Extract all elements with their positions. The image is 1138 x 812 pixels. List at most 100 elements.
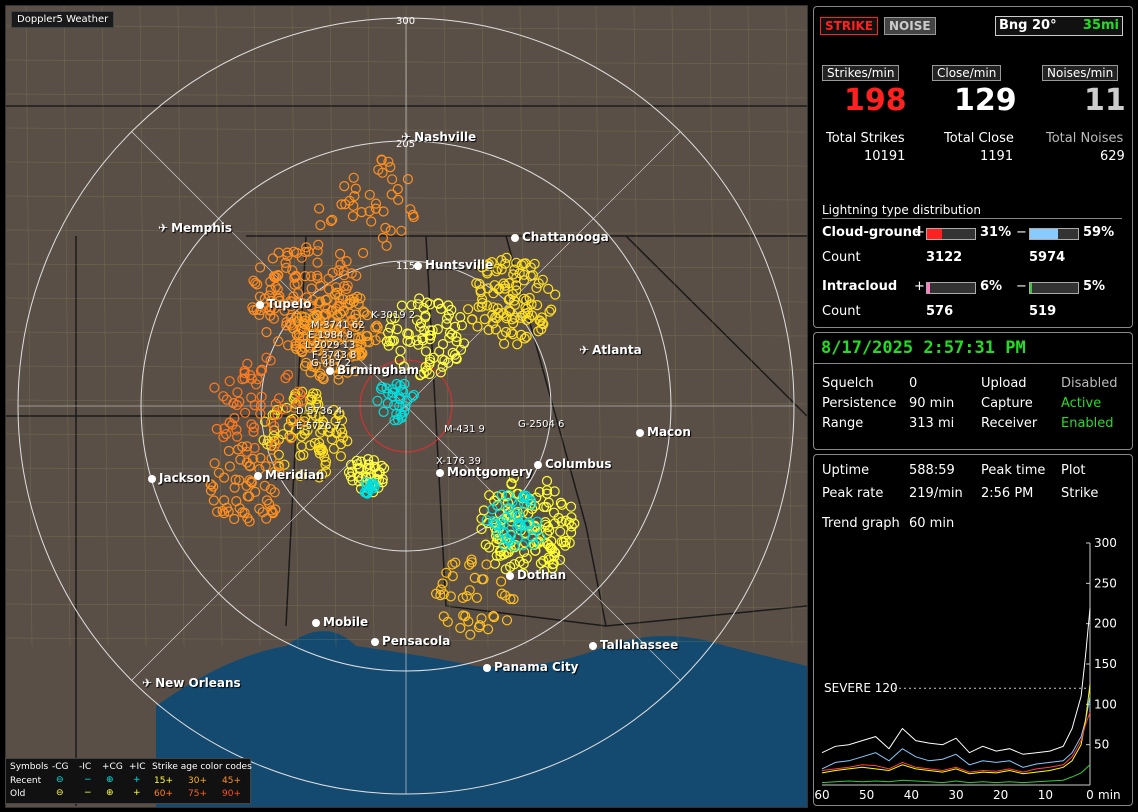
age-60: 60+ <box>154 789 173 799</box>
strike-marker <box>524 292 535 304</box>
strike-marker <box>449 349 461 360</box>
range-value[interactable]: 313 mi <box>909 416 955 431</box>
strike-marker <box>507 329 518 340</box>
strike-marker <box>389 313 400 324</box>
x-tick-label: 60 <box>814 788 829 801</box>
strike-marker <box>491 519 502 530</box>
capture-value[interactable]: Active <box>1061 396 1102 411</box>
cg-pos-bar <box>926 228 976 240</box>
strike-marker <box>370 322 381 333</box>
strike-marker <box>538 319 549 330</box>
strike-marker <box>447 570 458 582</box>
strike-marker <box>306 283 317 294</box>
strike-marker <box>518 258 529 269</box>
storm-cell-label[interactable]: M-3741 62 <box>311 320 365 331</box>
strike-marker <box>255 262 266 273</box>
strike-marker <box>437 578 448 589</box>
strike-marker <box>277 403 289 414</box>
receiver-value[interactable]: Enabled <box>1061 416 1114 431</box>
strike-marker <box>242 358 253 369</box>
squelch-value[interactable]: 0 <box>909 376 918 391</box>
storm-cell-label[interactable]: D-5736 4 <box>296 406 343 417</box>
airport-icon: ✈ <box>401 130 412 144</box>
strike-marker <box>358 247 369 259</box>
strike-marker <box>368 455 379 466</box>
strike-marker <box>256 364 267 375</box>
strike-marker <box>501 252 512 263</box>
strike-marker <box>325 215 337 227</box>
peak-rate-label: Peak rate <box>822 486 884 501</box>
lightning-map[interactable]: Doppler5 Weather 300 205 115 ✈ Nashville ✈… <box>5 5 808 808</box>
strike-marker <box>317 469 328 480</box>
strike-marker <box>518 293 529 304</box>
strike-marker <box>287 265 298 276</box>
strike-marker <box>224 376 235 387</box>
strike-marker <box>289 272 300 283</box>
noise-button[interactable]: NOISE <box>884 17 936 35</box>
strike-marker <box>272 404 283 416</box>
city-dot-icon <box>483 663 491 672</box>
storm-cell-label[interactable]: E-5726 7 <box>296 421 341 432</box>
strike-marker <box>508 472 519 483</box>
storm-cell-label[interactable]: X-176 39 <box>436 456 481 467</box>
plot-value[interactable]: Strike <box>1061 486 1099 501</box>
strike-marker <box>516 329 527 340</box>
strike-marker <box>504 305 515 316</box>
trend-graph-value[interactable]: 60 min <box>909 516 955 531</box>
city-label: Memphis <box>171 221 233 235</box>
strike-marker <box>330 289 341 300</box>
strike-marker <box>508 318 519 329</box>
strike-marker <box>547 544 558 555</box>
ic-minus-sign: − <box>1016 279 1027 294</box>
storm-cell-label[interactable]: G-2504 6 <box>518 419 565 430</box>
city-macon: Macon <box>636 425 691 439</box>
city-columbus: Columbus <box>534 457 612 471</box>
strike-marker <box>420 361 431 372</box>
city-label: Mobile <box>323 615 369 629</box>
strike-marker <box>488 318 499 329</box>
strike-button[interactable]: STRIKE <box>820 17 879 35</box>
city-mobile: Mobile <box>312 615 368 629</box>
strike-marker <box>534 486 545 498</box>
city-label: Pensacola <box>382 634 451 648</box>
strike-marker <box>376 383 387 394</box>
county-lines <box>6 6 807 647</box>
strike-marker <box>313 445 324 456</box>
strike-marker <box>439 355 450 366</box>
strike-marker <box>259 480 270 491</box>
strike-marker <box>335 439 347 450</box>
storm-cell-label[interactable]: L-2029 13 <box>305 340 356 351</box>
strike-marker <box>492 501 503 512</box>
strike-marker <box>296 252 307 263</box>
x-tick-label: 20 <box>993 788 1008 801</box>
strike-marker <box>501 615 513 626</box>
storm-cell-label[interactable]: G-487 2 <box>311 358 351 369</box>
strike-marker <box>396 300 407 311</box>
storm-cell-label[interactable]: E-1984 8 <box>308 330 353 341</box>
strike-marker <box>464 585 475 596</box>
storm-cell-label[interactable]: M-431 9 <box>444 424 485 435</box>
strike-marker <box>321 340 332 351</box>
cg-count-label: Count <box>822 250 861 265</box>
strike-marker <box>312 419 323 431</box>
storm-cell-label[interactable]: F-3743 8 <box>312 350 357 361</box>
strike-marker <box>526 499 537 510</box>
storm-cell-label[interactable]: K-3019 2 <box>371 310 416 321</box>
strike-marker <box>527 503 538 514</box>
strike-marker <box>445 591 456 602</box>
strike-marker <box>477 297 488 309</box>
strike-marker <box>441 313 453 324</box>
strike-marker <box>244 475 255 486</box>
range-label: Range <box>822 416 864 431</box>
strike-marker <box>458 338 470 349</box>
persistence-value[interactable]: 90 min <box>909 396 955 411</box>
strike-marker <box>385 162 396 173</box>
strike-marker <box>260 461 271 472</box>
upload-value[interactable]: Disabled <box>1061 376 1118 391</box>
strike-marker <box>483 258 494 270</box>
strike-marker <box>366 479 377 490</box>
strike-marker <box>248 426 259 437</box>
strike-marker <box>407 209 418 220</box>
strike-marker <box>350 183 361 194</box>
strike-marker <box>254 503 265 514</box>
